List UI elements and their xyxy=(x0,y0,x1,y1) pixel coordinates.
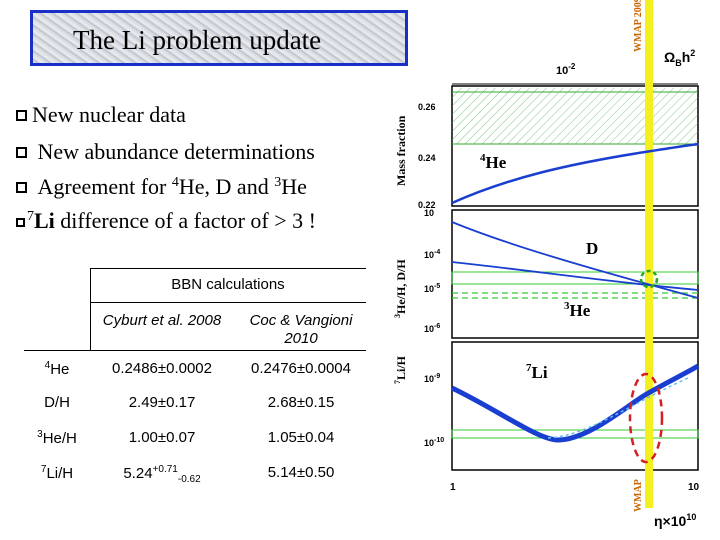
y-tick-label: 0.24 xyxy=(418,153,436,163)
table-cell: 5.24+0.71-0.62 xyxy=(123,464,201,485)
he4-ylabel: Mass fraction xyxy=(394,115,408,186)
panel-frame-he4 xyxy=(451,85,699,207)
top-axis-tick: 10-2 xyxy=(556,62,576,77)
bbn-table: BBN calculations Cyburt et al. 2008 Coc … xyxy=(24,268,366,500)
he3-curve xyxy=(451,261,699,291)
y-tick-label: 10-9 xyxy=(424,373,440,384)
row-label: D/H xyxy=(44,394,70,411)
table-rule xyxy=(90,268,366,269)
title-banner: The Li problem update xyxy=(30,10,408,66)
y-tick-label: 10-6 xyxy=(424,323,440,334)
bbn-abundance-figure: 10-2 ΩBh2 WMAP 2009 WMAP Mass fraction 3… xyxy=(393,0,700,529)
table-cell: 5.14±0.50 xyxy=(267,464,335,481)
table-rule xyxy=(24,350,366,351)
y-tick-label: 0.22 xyxy=(418,200,436,210)
x-tick-label: 10 xyxy=(688,482,700,493)
x-axis-label: η×1010 xyxy=(654,512,696,529)
panel-frame-li7 xyxy=(451,341,699,471)
li7-curve xyxy=(450,363,700,443)
he4-observation-band xyxy=(452,88,698,144)
top-axis-label: ΩBh2 xyxy=(664,48,695,68)
bullet-item: New nuclear data xyxy=(16,102,186,128)
checkbox-bullet-icon xyxy=(16,110,27,121)
row-label: 4He xyxy=(44,360,70,378)
wmap-band xyxy=(645,0,653,508)
y-tick-label: 0.26 xyxy=(418,102,436,112)
bullet-item: Agreement for 4He, D and 3He xyxy=(16,174,307,200)
y-tick-label: 10 xyxy=(424,208,434,218)
table-rule xyxy=(90,268,91,350)
li7-alt-curve xyxy=(547,377,689,439)
dh-agreement-marker xyxy=(639,269,659,289)
table-cell: 2.68±0.15 xyxy=(267,394,335,411)
bullet-item: 7Li difference of a factor of > 3 ! xyxy=(16,208,316,234)
table-rule xyxy=(90,302,366,303)
checkbox-bullet-icon xyxy=(16,218,25,227)
slide-title: The Li problem update xyxy=(73,25,322,55)
column-header: Cyburt et al. 2008 xyxy=(102,312,222,329)
table-cell: 0.2476±0.0004 xyxy=(251,360,351,377)
dh-observation-band xyxy=(451,271,699,285)
wmap-label-bottom: WMAP xyxy=(633,479,644,512)
table-cell: 2.49±0.17 xyxy=(128,394,196,411)
bullet-item: New abundance determinations xyxy=(16,139,315,165)
column-header: Coc & Vangioni 2010 xyxy=(249,312,353,347)
x-tick-label: 1 xyxy=(450,482,456,493)
checkbox-bullet-icon xyxy=(16,147,27,158)
li7-discrepancy-marker xyxy=(628,372,664,464)
he3-curve-label: 3He xyxy=(564,300,591,320)
y-tick-label: 10-10 xyxy=(424,437,444,448)
y-tick-label: 10-5 xyxy=(424,283,440,294)
dh-ylabel: 3He/H, D/H xyxy=(393,259,408,318)
d-curve-label: D xyxy=(586,239,598,258)
y-tick-label: 10-4 xyxy=(424,249,440,260)
table-cell: 1.00±0.07 xyxy=(128,429,196,446)
wmap-label-top: WMAP 2009 xyxy=(633,0,644,52)
checkbox-bullet-icon xyxy=(16,182,27,193)
table-cell: 0.2486±0.0002 xyxy=(112,360,212,377)
row-label: 3He/H xyxy=(37,429,77,447)
he4-curve xyxy=(451,142,699,205)
he4-curve-label: 4He xyxy=(480,152,507,172)
table-caption: BBN calculations xyxy=(171,276,285,293)
row-label: 7Li/H xyxy=(40,464,74,482)
li7-ylabel: 7Li/H xyxy=(393,355,408,384)
table-cell: 1.05±0.04 xyxy=(267,429,335,446)
li7-curve-label: 7Li xyxy=(526,362,548,382)
